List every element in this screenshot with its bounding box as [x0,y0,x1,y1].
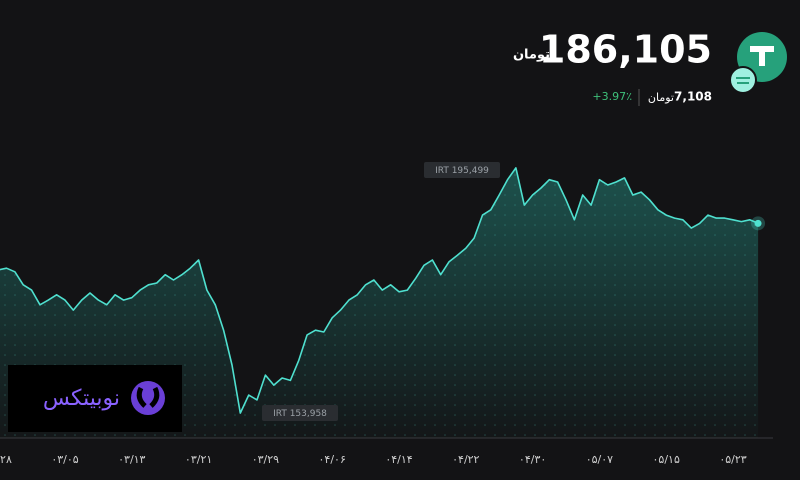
price-line [0,167,759,414]
brand-box: نوبیتکس [8,365,182,432]
end-dot [754,219,762,227]
change: 7,108 [674,90,712,104]
area-dots [0,167,759,438]
change-percent: +3.97٪ [592,90,632,103]
x-tick-label: ۰۴/۳۰ [519,453,546,466]
x-tick-label: ۰۴/۲۲ [452,453,479,466]
annotation-box [424,162,500,178]
x-tick-label: ۰۴/۱۴ [385,453,412,466]
brand-name: نوبیتکس [43,386,120,411]
x-tick-label: ۰۴/۰۶ [319,453,346,466]
x-tick-label: ۰۵/۲۳ [719,453,746,466]
x-tick-label: ۰۳/۰۵ [51,453,78,466]
annotation: IRT 195,499 [435,166,489,176]
plot: ۰۲/۲۸ ۰۳/۰۵ ۰۳/۱۳ ۰۳/۲۱ ۰۳/۲۹ ۰۴/۰۶ ۰۴/۱۴ ۰۴/۲۲… [0,162,766,466]
x-tick-label: ۰۳/۲۱ [185,453,212,466]
price-unit: تومان [513,48,550,63]
tether-logo [729,32,787,94]
x-tick-label: ۰۳/۱۳ [118,453,145,466]
x-tick-label: ۰۵/۱۵ [653,453,680,466]
annotation-box [262,405,338,421]
annotation: IRT 153,958 [273,409,327,419]
x-tick-label: ۰۵/۰۷ [586,453,613,466]
price: 186,105 [539,28,712,72]
x-tick-label: ۰۲/۲۸ [0,453,12,466]
x-tick-label: ۰۳/۲۹ [252,453,279,466]
change-unit: تومان [648,91,674,104]
